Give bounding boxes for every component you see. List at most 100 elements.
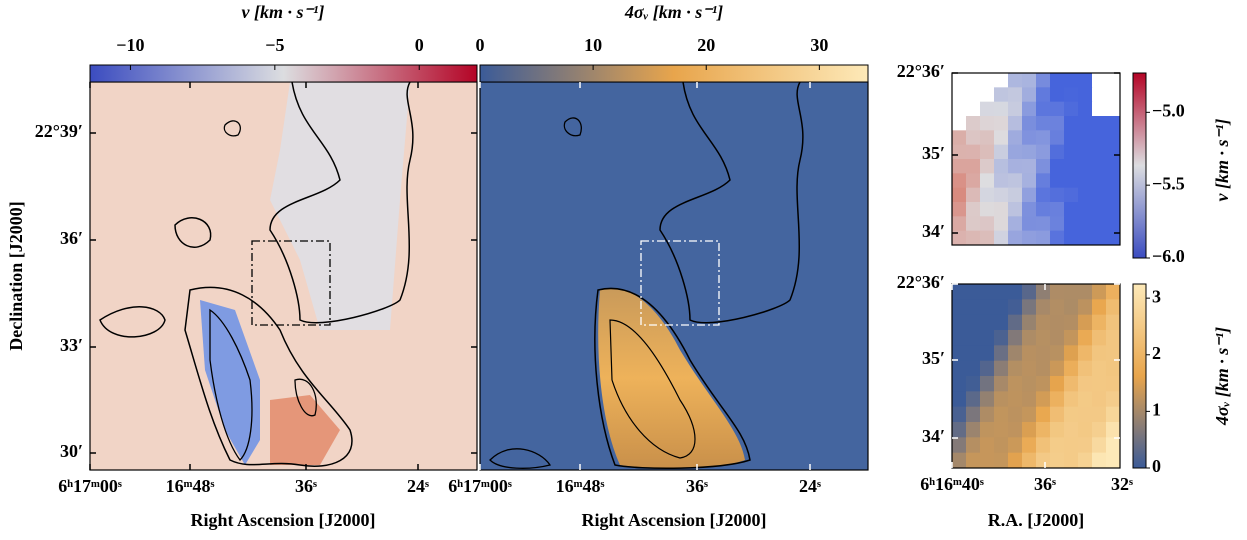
pixel	[1036, 101, 1051, 117]
pixel	[1050, 173, 1065, 189]
pixel	[1050, 284, 1065, 300]
pixel	[952, 314, 967, 331]
colorbar-label: 4σᵥ [km · s⁻¹]	[624, 2, 723, 22]
pixel	[1022, 173, 1037, 189]
pixel	[1064, 173, 1079, 189]
pixel	[1092, 101, 1107, 117]
pixel	[1064, 299, 1079, 316]
pixel	[1008, 391, 1023, 408]
pixel	[1050, 116, 1065, 131]
pixel	[980, 284, 995, 300]
pixel	[994, 345, 1009, 362]
pixel	[1036, 376, 1051, 392]
pixel	[952, 299, 967, 316]
pixel	[1064, 216, 1079, 232]
pixel	[1092, 159, 1107, 174]
pixel	[1078, 422, 1093, 438]
pixel	[1050, 391, 1065, 408]
pixel	[994, 299, 1009, 316]
colorbar-tick-label: −5	[265, 35, 284, 55]
pixel	[1078, 144, 1093, 160]
y-tick-label: 33′	[60, 335, 83, 355]
y-tick-label: 35′	[922, 143, 945, 163]
pixel	[994, 130, 1009, 146]
pixel	[1022, 406, 1037, 423]
pixel	[1050, 299, 1065, 316]
pixel	[1050, 87, 1065, 103]
pixel	[1036, 159, 1051, 174]
colorbar-label: v [km · s⁻¹]	[1212, 119, 1232, 202]
pixel	[966, 216, 981, 232]
colorbar-tick-label: −10	[116, 35, 144, 55]
pixel	[1022, 73, 1037, 88]
pixel	[1036, 314, 1051, 331]
pixel	[952, 216, 967, 232]
pixel	[1050, 330, 1065, 346]
pixel	[1064, 116, 1079, 131]
pixel	[952, 437, 967, 454]
pixel	[1036, 345, 1051, 362]
colorbar	[1132, 283, 1147, 469]
pixel	[1092, 116, 1107, 131]
pixel	[952, 422, 967, 438]
colorbar-tick-label: 0	[476, 35, 485, 55]
pixel	[1092, 437, 1107, 454]
pixel	[980, 216, 995, 232]
pixel	[1008, 159, 1023, 174]
pixel	[952, 391, 967, 408]
pixel	[1050, 101, 1065, 117]
colorbar	[1132, 72, 1147, 259]
y-tick-label: 34′	[922, 426, 945, 446]
x-tick-label: 24ˢ	[799, 476, 821, 496]
pixel	[980, 173, 995, 189]
pixel	[1050, 144, 1065, 160]
pixel	[1050, 360, 1065, 377]
pixel	[1022, 452, 1037, 469]
pixel	[980, 345, 995, 362]
pixel	[994, 216, 1009, 232]
velocity-map	[90, 82, 477, 470]
pixel	[980, 406, 995, 423]
pixel	[994, 406, 1009, 423]
dispersion-map	[480, 82, 868, 470]
pixel	[1064, 202, 1079, 217]
pixel	[1022, 187, 1037, 203]
pixel	[1050, 230, 1065, 246]
pixel	[966, 406, 981, 423]
pixel	[980, 376, 995, 392]
pixel	[1064, 101, 1079, 117]
dispersion-zoom-map	[952, 284, 1121, 469]
pixel	[1008, 230, 1023, 246]
pixel	[1050, 216, 1065, 232]
pixel	[1050, 130, 1065, 146]
pixel	[1106, 284, 1121, 300]
pixel	[1008, 116, 1023, 131]
pixel	[980, 314, 995, 331]
pixel	[1106, 314, 1121, 331]
pixel	[1022, 144, 1037, 160]
pixel	[1050, 73, 1065, 88]
pixel	[1008, 314, 1023, 331]
pixel	[1078, 376, 1093, 392]
pixel	[1064, 345, 1079, 362]
x-tick-label: 36ˢ	[1034, 474, 1056, 494]
pixel	[994, 422, 1009, 438]
x-tick-label: 16ᵐ48ˢ	[166, 476, 215, 496]
colorbar-tick-label: 0	[1152, 456, 1161, 476]
pixel	[952, 87, 967, 103]
pixel	[1022, 345, 1037, 362]
pixel	[1036, 406, 1051, 423]
pixel	[1106, 173, 1121, 189]
pixel	[994, 391, 1009, 408]
pixel	[1008, 299, 1023, 316]
pixel	[980, 73, 995, 88]
y-tick-label: 36′	[60, 228, 83, 248]
pixel	[1050, 437, 1065, 454]
pixel	[980, 130, 995, 146]
pixel	[1022, 330, 1037, 346]
pixel	[1064, 422, 1079, 438]
pixel	[966, 144, 981, 160]
pixel	[952, 116, 967, 131]
pixel	[1008, 173, 1023, 189]
pixel	[1008, 422, 1023, 438]
